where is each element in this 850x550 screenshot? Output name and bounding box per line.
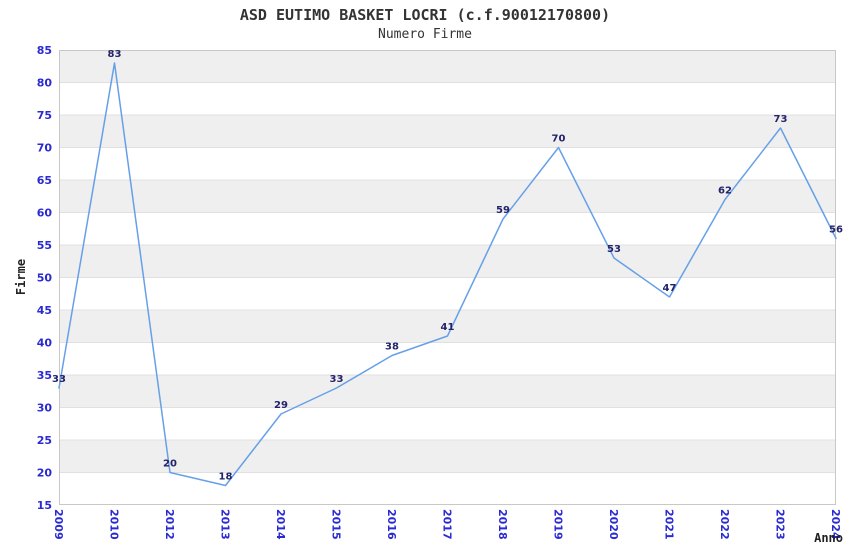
y-tick-label: 80 bbox=[37, 77, 53, 90]
data-label: 53 bbox=[607, 244, 621, 255]
y-tick-label: 60 bbox=[37, 207, 53, 220]
data-label: 70 bbox=[552, 134, 566, 145]
plot-band bbox=[59, 180, 836, 213]
data-label: 38 bbox=[385, 342, 399, 353]
plot-band bbox=[59, 115, 836, 148]
data-label: 83 bbox=[108, 49, 122, 60]
x-tick-label: 2019 bbox=[552, 509, 565, 540]
plot-band bbox=[59, 245, 836, 278]
y-axis-title: Firme bbox=[14, 258, 28, 296]
plot-band bbox=[59, 375, 836, 408]
data-label: 29 bbox=[274, 400, 288, 411]
x-tick-label: 2010 bbox=[108, 509, 121, 540]
x-tick-label: 2016 bbox=[385, 509, 398, 540]
plot-band bbox=[59, 310, 836, 343]
chart-title: ASD EUTIMO BASKET LOCRI (c.f.90012170800… bbox=[239, 6, 611, 24]
data-label: 59 bbox=[496, 205, 510, 216]
data-label: 62 bbox=[718, 186, 732, 197]
y-tick-label: 15 bbox=[37, 499, 52, 512]
y-tick-label: 25 bbox=[37, 434, 52, 447]
y-tick-label: 50 bbox=[37, 272, 53, 285]
x-tick-label: 2017 bbox=[441, 509, 454, 540]
x-tick-label: 2018 bbox=[496, 509, 509, 540]
data-label: 18 bbox=[219, 472, 233, 483]
x-tick-label: 2024 bbox=[829, 509, 842, 540]
y-tick-label: 30 bbox=[37, 402, 53, 415]
y-tick-label: 35 bbox=[37, 369, 52, 382]
y-tick-label: 75 bbox=[37, 109, 52, 122]
plot-band bbox=[59, 50, 836, 83]
chart-subtitle: Numero Firme bbox=[378, 27, 472, 42]
data-label: 33 bbox=[330, 374, 344, 385]
y-tick-label: 70 bbox=[37, 142, 53, 155]
x-tick-label: 2021 bbox=[663, 509, 676, 540]
data-line bbox=[58, 62, 837, 487]
x-axis-title: Anno bbox=[814, 531, 843, 545]
data-label: 73 bbox=[774, 114, 788, 125]
y-tick-label: 45 bbox=[37, 304, 52, 317]
x-tick-label: 2014 bbox=[274, 509, 287, 540]
y-tick-label: 55 bbox=[37, 239, 52, 252]
data-label: 33 bbox=[52, 374, 66, 385]
x-tick-label: 2009 bbox=[52, 509, 65, 540]
y-tick-label: 65 bbox=[37, 174, 52, 187]
y-tick-label: 20 bbox=[37, 467, 53, 480]
y-tick-label: 85 bbox=[37, 44, 52, 57]
x-tick-label: 2022 bbox=[718, 509, 731, 540]
x-tick-label: 2013 bbox=[219, 509, 232, 540]
data-label: 20 bbox=[163, 459, 177, 470]
data-label: 47 bbox=[663, 283, 677, 294]
x-tick-label: 2015 bbox=[330, 509, 343, 540]
data-label: 56 bbox=[829, 225, 843, 236]
x-tick-label: 2020 bbox=[607, 509, 620, 540]
data-label: 41 bbox=[441, 322, 455, 333]
x-tick-label: 2012 bbox=[163, 509, 176, 540]
y-tick-label: 40 bbox=[37, 337, 53, 350]
plot-border bbox=[59, 50, 836, 505]
x-tick-label: 2023 bbox=[774, 509, 787, 540]
plot-band bbox=[59, 440, 836, 473]
